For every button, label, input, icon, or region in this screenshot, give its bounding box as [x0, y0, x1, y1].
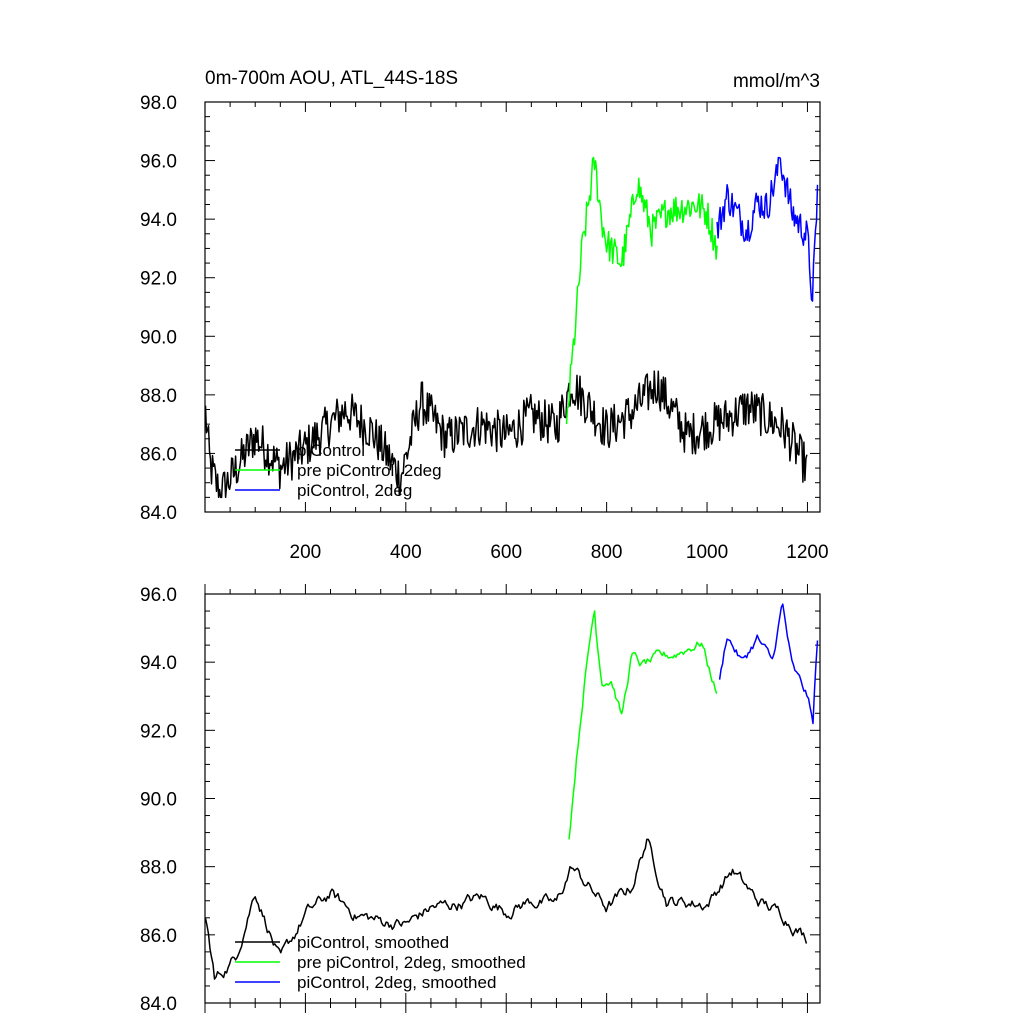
bottom-series	[204, 603, 819, 980]
x-tick-label: 1200	[786, 542, 828, 563]
x-tick-label: 1000	[686, 542, 728, 563]
y-tick-label: 94.0	[140, 210, 177, 231]
bottom-panel: 84.0 86.0 88.0 90.0 92.0 94.0 96.0 piControl, …	[140, 584, 821, 1015]
y-tick-label: 92.0	[140, 269, 177, 290]
bottom-legend: piControl, smoothed pre piControl, 2deg,…	[235, 933, 526, 992]
y-tick-label: 96.0	[140, 152, 177, 173]
y-tick-label: 96.0	[140, 585, 177, 606]
series-line-2	[716, 156, 819, 302]
y-tick-label: 92.0	[140, 721, 177, 742]
series-line-0	[204, 838, 808, 980]
legend-label: pre piControl, 2deg	[297, 461, 442, 480]
y-tick-label: 94.0	[140, 653, 177, 674]
x-tick-label: 800	[591, 542, 623, 563]
legend-label: piControl, 2deg	[297, 481, 412, 500]
series-line-1	[565, 156, 718, 425]
top-title: 0m-700m AOU, ATL_44S-18S	[205, 68, 458, 89]
legend-label: piControl, smoothed	[297, 933, 449, 952]
y-tick-label: 98.0	[140, 93, 177, 114]
y-tick-label: 86.0	[140, 926, 177, 947]
top-legend: piControl pre piControl, 2deg piControl,…	[235, 441, 442, 500]
series-line-0	[204, 370, 808, 499]
legend-label: piControl	[297, 441, 365, 460]
top-series	[204, 156, 819, 499]
y-tick-label: 84.0	[140, 503, 177, 524]
legend-label: piControl, 2deg, smoothed	[297, 973, 496, 992]
y-tick-label: 88.0	[140, 386, 177, 407]
top-axes: 84.0 86.0 88.0 90.0 92.0 94.0 96.0 98.0 200 400 60…	[140, 93, 829, 563]
x-tick-label: 600	[490, 542, 522, 563]
y-tick-label: 90.0	[140, 327, 177, 348]
legend-label: pre piControl, 2deg, smoothed	[297, 953, 526, 972]
bottom-axes: 84.0 86.0 88.0 90.0 92.0 94.0 96.0	[140, 584, 821, 1015]
y-tick-label: 84.0	[140, 994, 177, 1015]
series-line-2	[718, 603, 819, 725]
top-units: mmol/m^3	[733, 71, 820, 92]
y-tick-label: 86.0	[140, 444, 177, 465]
y-tick-label: 88.0	[140, 858, 177, 879]
series-line-1	[568, 610, 718, 840]
top-panel: 0m-700m AOU, ATL_44S-18S mmol/m^3 84.0 86…	[140, 68, 829, 563]
x-tick-label: 200	[290, 542, 322, 563]
x-tick-label: 400	[390, 542, 422, 563]
y-tick-label: 90.0	[140, 790, 177, 811]
